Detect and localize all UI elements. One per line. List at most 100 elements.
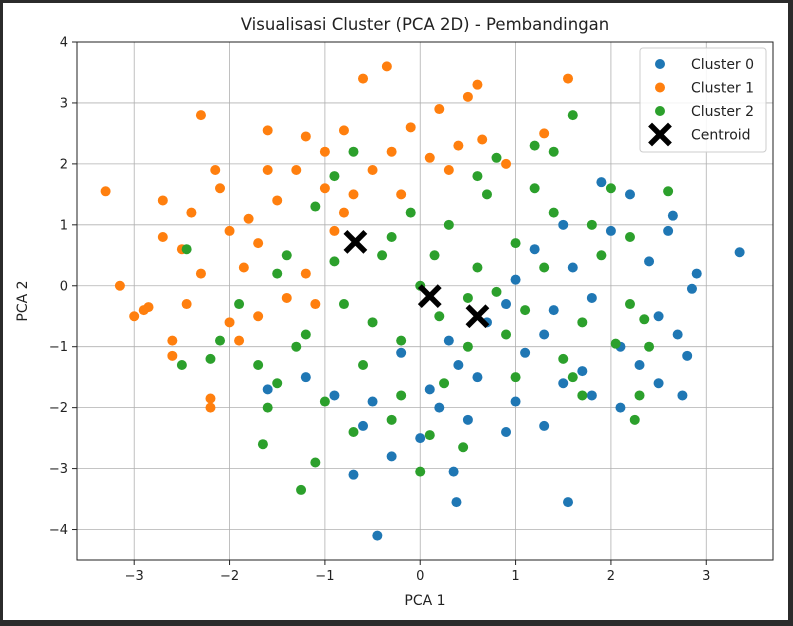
cluster-0-point — [501, 427, 512, 438]
cluster-2-point — [396, 335, 407, 346]
cluster-0-point — [653, 378, 664, 389]
cluster-2-point — [481, 189, 492, 200]
cluster-0-point — [529, 244, 540, 255]
y-tick-label: 2 — [60, 157, 68, 172]
cluster-1-point — [501, 158, 512, 169]
cluster-1-point — [215, 183, 226, 194]
y-tick-label: 1 — [60, 218, 68, 233]
scatter-chart: −3 −2 −1 0 1 2 3 −4 −3 −2 −1 0 1 2 3 4 Visualisasi Clus… — [15, 15, 774, 609]
data-points — [100, 61, 745, 541]
cluster-2-point — [567, 110, 578, 121]
cluster-2-point — [181, 244, 192, 255]
cluster-1-point — [157, 195, 168, 206]
cluster-2-point — [234, 299, 245, 310]
cluster-0-point — [577, 366, 588, 377]
y-tick-label: 3 — [60, 96, 68, 111]
cluster-0-point — [653, 311, 664, 322]
x-tick-label: −1 — [315, 569, 334, 584]
cluster-2-point — [377, 250, 388, 261]
cluster-1-point — [114, 280, 125, 291]
cluster-2-point — [472, 262, 483, 273]
cluster-2-point — [596, 250, 607, 261]
y-tick-label: 4 — [60, 36, 68, 51]
cluster-1-point — [100, 186, 111, 197]
centroid-marker — [417, 284, 442, 309]
cluster-0-point — [372, 530, 383, 541]
cluster-2-point — [634, 390, 645, 401]
legend-box — [639, 47, 767, 153]
cluster-2-point — [386, 414, 397, 425]
cluster-0-point — [644, 256, 655, 267]
cluster-0-point — [300, 372, 311, 383]
x-tick-label: 3 — [702, 569, 710, 584]
cluster-2-point — [215, 335, 226, 346]
legend-marker — [655, 82, 665, 93]
cluster-1-point — [157, 232, 168, 243]
cluster-2-point — [548, 207, 559, 218]
cluster-2-point — [424, 430, 435, 441]
cluster-2-point — [624, 299, 635, 310]
centroid-marker — [343, 229, 368, 254]
cluster-1-point — [253, 311, 264, 322]
cluster-2-point — [472, 171, 483, 182]
cluster-0-point — [624, 189, 635, 200]
cluster-2-point — [281, 250, 292, 261]
cluster-1-point — [243, 213, 254, 224]
cluster-0-point — [453, 359, 464, 370]
cluster-0-point — [682, 350, 693, 361]
cluster-1-point — [358, 73, 369, 84]
cluster-1-point — [310, 299, 321, 310]
cluster-1-point — [300, 131, 311, 142]
cluster-0-point — [501, 299, 512, 310]
cluster-1-point — [300, 268, 311, 279]
cluster-2-point — [663, 186, 674, 197]
cluster-2-point — [501, 329, 512, 340]
cluster-0-point — [586, 292, 597, 303]
cluster-2-point — [439, 378, 450, 389]
cluster-1-point — [262, 164, 273, 175]
cluster-0-point — [615, 402, 626, 413]
cluster-2-point — [577, 317, 588, 328]
plot-frame — [76, 41, 774, 561]
cluster-0-point — [586, 390, 597, 401]
cluster-2-point — [415, 466, 426, 477]
cluster-1-point — [405, 122, 416, 133]
cluster-2-point — [567, 372, 578, 383]
cluster-1-point — [234, 335, 245, 346]
grid — [77, 41, 773, 560]
cluster-0-point — [510, 274, 521, 285]
cluster-1-point — [477, 134, 488, 145]
cluster-1-point — [386, 146, 397, 157]
cluster-0-point — [691, 268, 702, 279]
cluster-2-point — [610, 338, 621, 349]
cluster-0-point — [386, 451, 397, 462]
cluster-1-point — [167, 335, 178, 346]
cluster-1-point — [434, 104, 445, 115]
cluster-1-point — [472, 79, 483, 90]
cluster-2-point — [257, 439, 268, 450]
legend-marker — [655, 106, 665, 116]
cluster-2-point — [319, 396, 330, 407]
cluster-2-point — [458, 442, 469, 453]
cluster-1-point — [238, 262, 249, 273]
cluster-2-point — [300, 329, 311, 340]
cluster-1-point — [281, 292, 292, 303]
cluster-0-point — [548, 305, 559, 316]
cluster-0-point — [672, 329, 683, 340]
cluster-1-point — [291, 164, 302, 175]
cluster-1-point — [424, 152, 435, 163]
cluster-2-point — [205, 353, 216, 364]
cluster-2-point — [529, 183, 540, 194]
x-tick-label: 2 — [607, 569, 615, 584]
centroids — [343, 229, 490, 329]
legend-marker — [648, 122, 672, 147]
cluster-2-point — [558, 353, 569, 364]
y-tick-label: −4 — [49, 523, 68, 538]
cluster-1-point — [396, 189, 407, 200]
x-tick-label: 0 — [416, 569, 424, 584]
legend-marker — [655, 59, 665, 69]
cluster-2-point — [624, 232, 635, 243]
cluster-2-point — [577, 390, 588, 401]
cluster-0-point — [434, 402, 445, 413]
cluster-1-point — [319, 146, 330, 157]
